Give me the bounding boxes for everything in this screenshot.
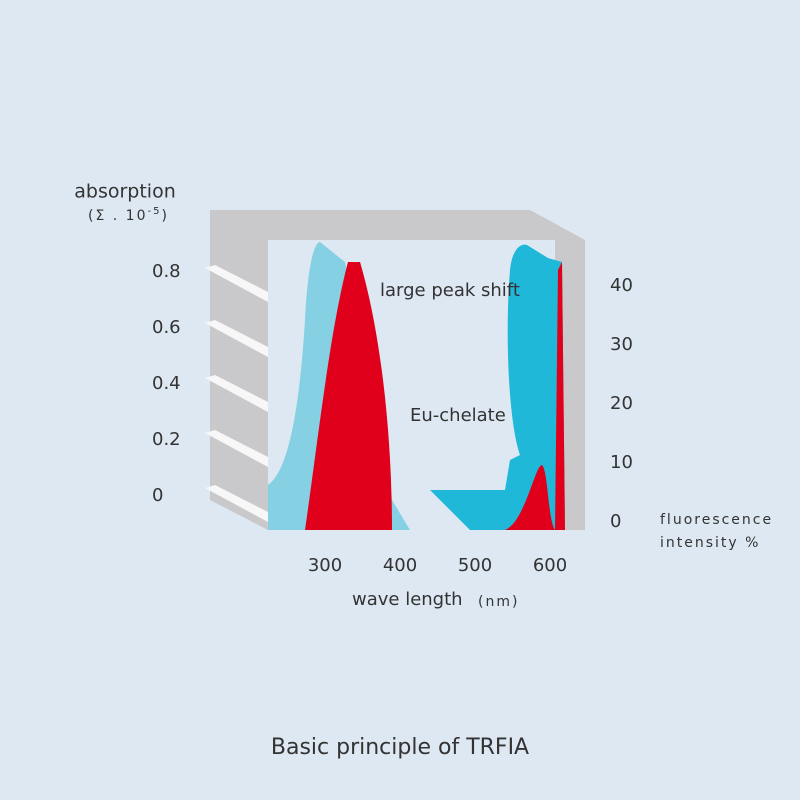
y-tick-label: 0.4 bbox=[152, 373, 181, 394]
absorption-red bbox=[305, 262, 392, 530]
y-unit-suffix: ) bbox=[161, 208, 168, 224]
caption: Basic principle of TRFIA bbox=[271, 735, 529, 760]
annotation: Eu-chelate bbox=[410, 405, 506, 426]
y-tick-label: 0.2 bbox=[152, 429, 181, 450]
annotation: large peak shift bbox=[380, 280, 520, 301]
y-tick-label: 0.6 bbox=[152, 317, 181, 338]
x-tick-label: 400 bbox=[383, 555, 417, 576]
fluorescence-cyan bbox=[430, 244, 565, 530]
y-unit-prefix: (Σ . 10 bbox=[88, 208, 147, 224]
x-unit: (nm) bbox=[478, 594, 519, 610]
x-tick-label: 500 bbox=[458, 555, 492, 576]
y2-tick-label: 10 bbox=[610, 452, 633, 473]
y-tick-label: 0 bbox=[152, 485, 163, 506]
slats bbox=[205, 265, 268, 522]
y2-tick-label: 20 bbox=[610, 393, 633, 414]
emission-spike bbox=[555, 262, 565, 530]
y2-tick-label: 0 bbox=[610, 511, 621, 532]
y-unit: (Σ . 10-5) bbox=[88, 206, 169, 224]
frame bbox=[210, 210, 585, 530]
x-tick-label: 600 bbox=[533, 555, 567, 576]
x-tick-label: 300 bbox=[308, 555, 342, 576]
y2-axis-label: intensity % bbox=[660, 535, 760, 551]
emission-bump bbox=[505, 465, 555, 530]
y2-axis-label: fluorescence bbox=[660, 512, 773, 528]
y-tick-label: 0.8 bbox=[152, 261, 181, 282]
y2-tick-label: 30 bbox=[610, 334, 633, 355]
y2-tick-label: 40 bbox=[610, 275, 633, 296]
y-unit-exponent: -5 bbox=[147, 206, 161, 217]
x-axis-label: wave length bbox=[352, 589, 463, 610]
y-axis-label: absorption bbox=[74, 181, 176, 203]
